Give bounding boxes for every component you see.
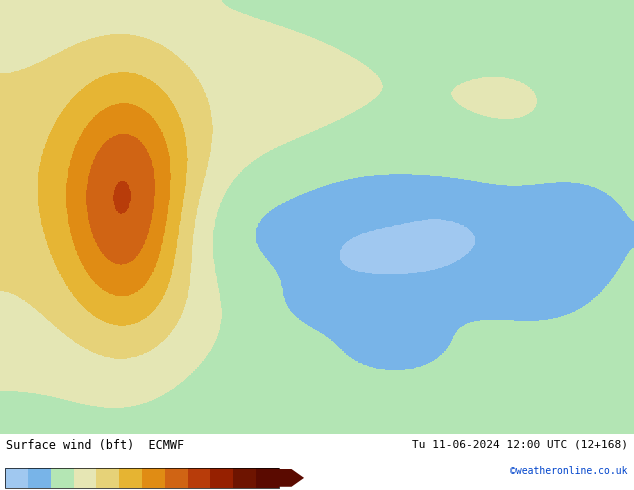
FancyArrow shape [279, 469, 304, 487]
Bar [5, 468, 28, 488]
Bar [74, 468, 96, 488]
Bar [233, 468, 256, 488]
Bar [119, 468, 142, 488]
Bar [142, 468, 165, 488]
Bar [256, 468, 279, 488]
Bar [28, 468, 51, 488]
Text: ©weatheronline.co.uk: ©weatheronline.co.uk [510, 466, 628, 476]
Bar [5, 468, 279, 488]
Bar [51, 468, 74, 488]
Bar [165, 468, 188, 488]
Text: Surface wind (bft)  ECMWF: Surface wind (bft) ECMWF [6, 439, 184, 452]
Text: Tu 11-06-2024 12:00 UTC (12+168): Tu 11-06-2024 12:00 UTC (12+168) [411, 439, 628, 449]
Bar [96, 468, 119, 488]
Bar [188, 468, 210, 488]
Bar [210, 468, 233, 488]
